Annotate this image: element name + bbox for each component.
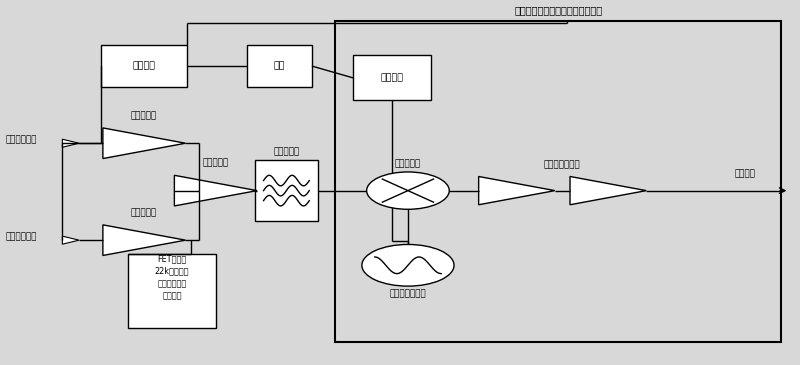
Bar — [102, 45, 187, 87]
Text: 射频垂直信号: 射频垂直信号 — [5, 135, 37, 144]
Polygon shape — [103, 128, 186, 158]
Polygon shape — [570, 177, 646, 205]
Text: 晶振: 晶振 — [274, 62, 285, 70]
Text: 锁相环路: 锁相环路 — [381, 73, 403, 82]
Text: 片内压控振荡器: 片内压控振荡器 — [390, 289, 426, 299]
Text: 稳压电路: 稳压电路 — [133, 62, 156, 70]
Text: FET管控制
22k信号检测
垂直水平信号
检视芯片: FET管控制 22k信号检测 垂直水平信号 检视芯片 — [154, 254, 190, 301]
Text: 垂直级高放: 垂直级高放 — [131, 111, 158, 120]
Bar — [254, 160, 318, 222]
Text: 带通滤波器: 带通滤波器 — [274, 147, 299, 156]
Text: 片内中频放大器: 片内中频放大器 — [544, 160, 581, 169]
Text: 集成锁相环路和中频放大器的芯片: 集成锁相环路和中频放大器的芯片 — [514, 5, 602, 15]
Text: 中频信号: 中频信号 — [735, 169, 756, 178]
Circle shape — [362, 245, 454, 286]
Bar — [353, 55, 431, 100]
Text: 水平级高放: 水平级高放 — [131, 208, 158, 217]
Polygon shape — [478, 177, 555, 205]
Text: 中间级高放: 中间级高放 — [202, 158, 229, 168]
Circle shape — [366, 172, 450, 209]
Polygon shape — [62, 139, 79, 147]
Text: 射频水平信号: 射频水平信号 — [5, 232, 37, 241]
Polygon shape — [174, 175, 257, 206]
Bar — [127, 254, 217, 328]
Text: 片内混频器: 片内混频器 — [395, 160, 421, 169]
Polygon shape — [103, 225, 186, 256]
Bar — [246, 45, 312, 87]
Polygon shape — [62, 236, 79, 244]
Bar — [335, 21, 782, 342]
